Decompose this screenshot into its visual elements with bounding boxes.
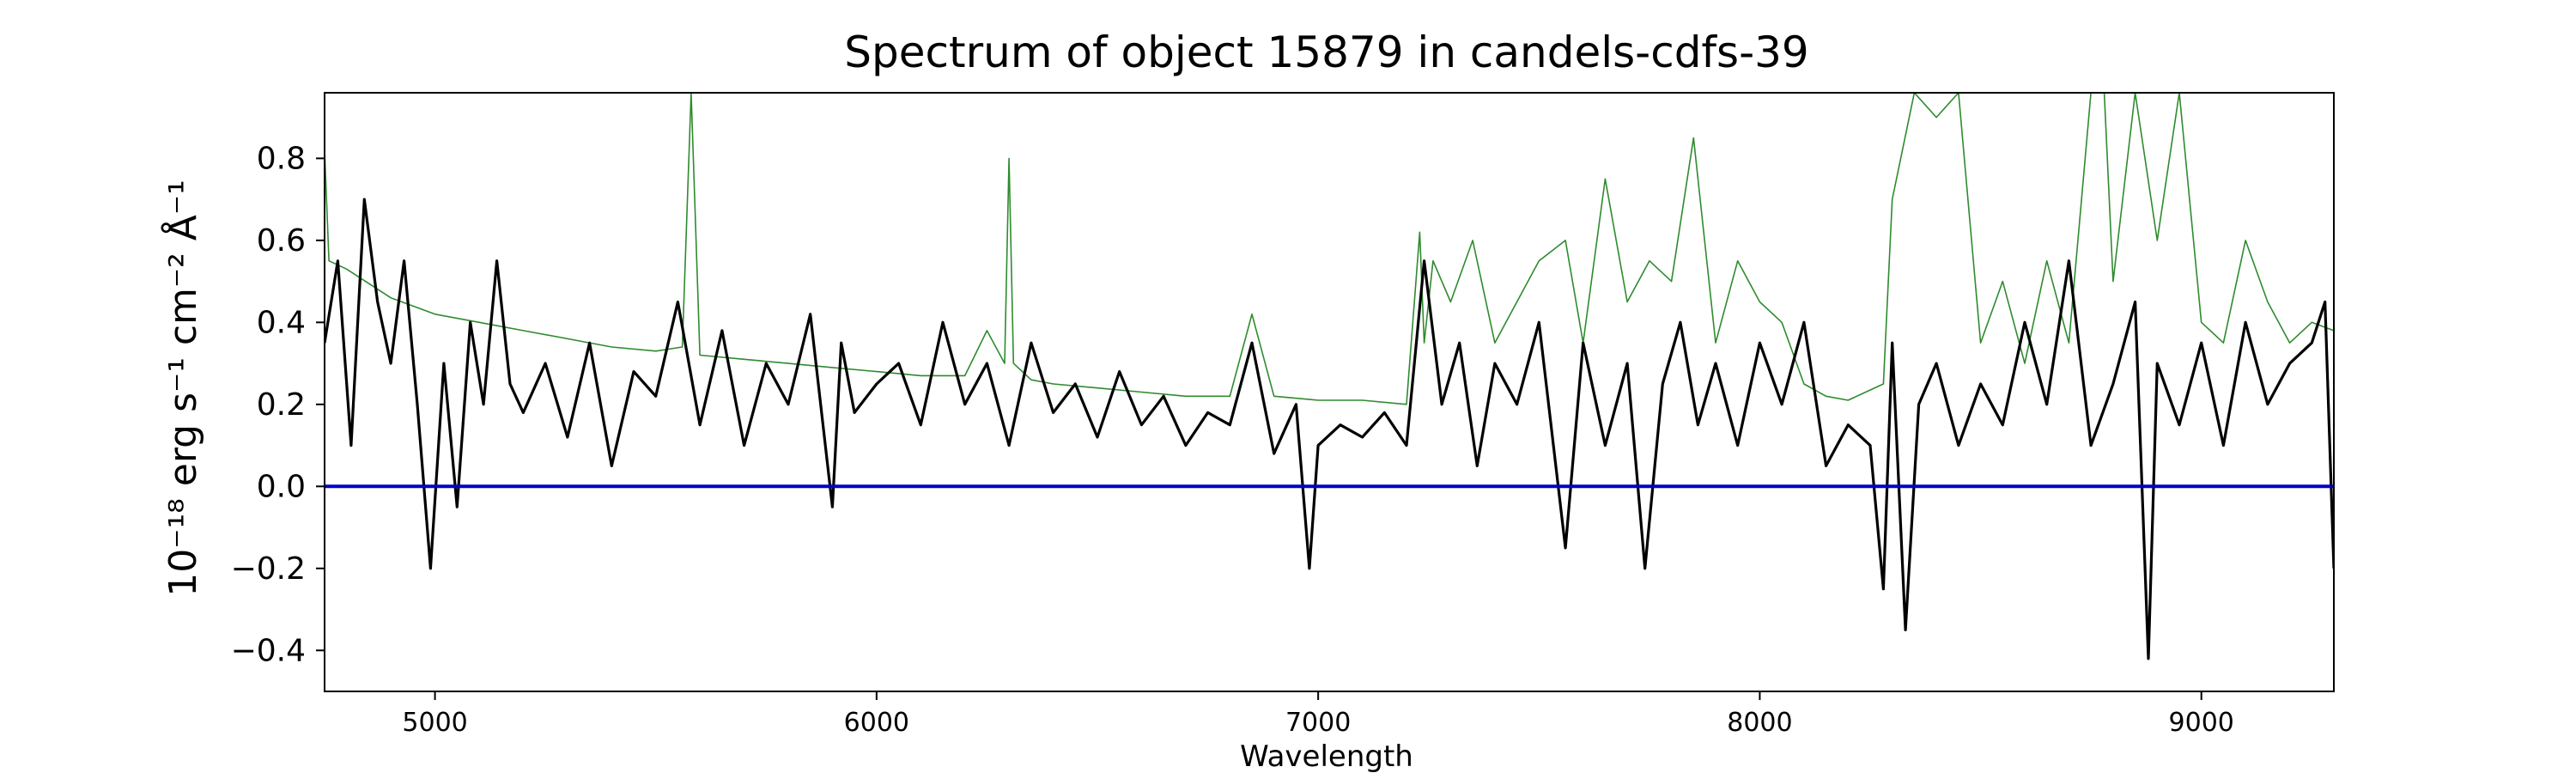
x-tick-label: 7000: [1285, 708, 1351, 738]
chart-title: Spectrum of object 15879 in candels-cdfs…: [844, 27, 1809, 77]
y-tick-label: 0.0: [257, 469, 306, 504]
plot-area: [325, 93, 2334, 660]
x-axis: 5000 6000 7000 8000 9000: [402, 691, 2234, 738]
series-line-flux: [325, 198, 2334, 660]
plot-frame: [324, 92, 2335, 692]
x-axis-label: Wavelength: [1240, 740, 1413, 773]
y-axis-label: 10⁻¹⁸ erg s⁻¹ cm⁻² Å⁻¹: [160, 180, 205, 596]
y-tick-label: −0.2: [231, 551, 306, 587]
x-tick-label: 9000: [2169, 708, 2234, 738]
x-tick-label: 5000: [402, 708, 467, 738]
y-tick-label: 0.2: [257, 387, 306, 423]
y-tick-label: −0.4: [231, 633, 306, 668]
y-tick-label: 0.6: [257, 223, 306, 259]
y-tick-label: 0.4: [257, 305, 306, 340]
x-tick-label: 6000: [844, 708, 909, 738]
y-axis: −0.4 −0.2 0.0 0.2 0.4 0.6 0.8: [231, 141, 325, 668]
x-tick-label: 8000: [1727, 708, 1792, 738]
y-tick-label: 0.8: [257, 141, 306, 176]
